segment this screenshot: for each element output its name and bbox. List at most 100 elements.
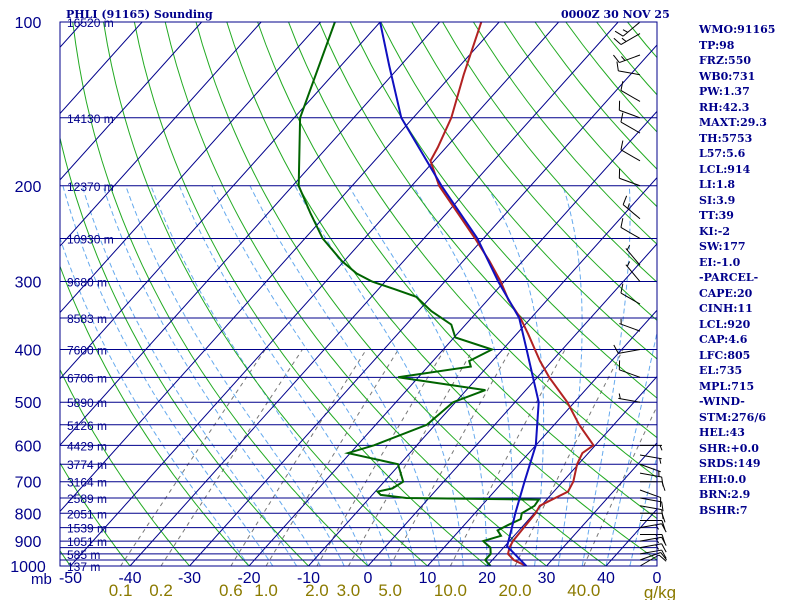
wind-barb-staff [618, 349, 641, 354]
wind-barb-staff [639, 536, 662, 542]
mixing-ratio-label: 3.0 [337, 581, 361, 600]
mixing-ratio-label: 10.0 [434, 581, 467, 600]
wind-barb-staff [620, 90, 641, 102]
moist-adiabat-line [629, 454, 657, 566]
pressure-label: 200 [15, 179, 42, 196]
mixing-ratio-line [583, 405, 657, 566]
moist-adiabat-line [412, 185, 513, 566]
pressure-label: 300 [15, 275, 42, 292]
height-label: 7600 m [67, 344, 107, 358]
index-item: FRZ:550 [699, 54, 752, 67]
wind-barb-flag [620, 140, 624, 150]
dry-adiabat-line [442, 22, 657, 283]
isotherm-line [189, 44, 657, 566]
mixing-ratio-line [120, 349, 266, 566]
wind-barb-half [659, 458, 662, 464]
wind-barb-staff [622, 21, 641, 37]
moist-adiabat-line [249, 185, 440, 566]
wind-barb-flag [620, 112, 624, 123]
wind-barb-half [621, 37, 627, 42]
wind-barb [625, 244, 641, 266]
isotherm-line [60, 22, 322, 314]
index-item: KI:-2 [699, 224, 730, 238]
stability-indices-panel: WMO:91165 TP:98 FRZ:550 WB0:731 PW:1.37 RH:42… [699, 22, 775, 518]
temperature-label: 0 [364, 570, 373, 587]
moist-adiabat-line [557, 185, 583, 566]
wind-barb-staff [639, 489, 661, 499]
wind-barb [613, 344, 641, 354]
temperature-label: -20 [237, 570, 260, 587]
index-item: STM:276/6 [699, 410, 766, 424]
wind-barb-staff [620, 121, 641, 134]
mixing-ratio-lines [120, 349, 657, 566]
moist-adiabat-line [581, 185, 631, 566]
mixing-ratio-line [449, 349, 566, 566]
dry-adiabat-line [164, 22, 548, 566]
dry-adiabat-line [195, 22, 607, 566]
height-label: 1051 m [67, 535, 107, 549]
height-label: 10930 m [67, 232, 114, 246]
isotherm-line [129, 22, 619, 566]
wind-barb-flag [613, 37, 622, 45]
mixing-units-label: g/kg [644, 583, 676, 600]
wind-barb-staff [619, 177, 641, 187]
wind-barb-half [621, 56, 626, 61]
wind-barb-staff [619, 54, 641, 64]
wind-barb [620, 140, 641, 162]
temperature-label: -40 [118, 570, 141, 587]
wind-barb-staff [639, 523, 662, 529]
wind-barb [620, 81, 641, 102]
index-item: LI:1.8 [699, 178, 736, 191]
wind-barb-flag [622, 195, 628, 205]
mixing-ratio-label: 1.0 [254, 581, 278, 600]
moist-adiabat-line [125, 185, 345, 566]
wind-barb-staff [625, 248, 641, 266]
isotherm-line [60, 22, 381, 380]
index-item: SHR:+0.0 [699, 441, 759, 455]
index-item: LCL:914 [699, 162, 751, 176]
dry-adiabat-line [60, 462, 131, 566]
pressure-label: 100 [15, 15, 42, 32]
height-label: 14130 m [67, 112, 114, 126]
index-item: WMO:91165 [699, 23, 776, 36]
isotherm-line [367, 243, 657, 566]
index-item: MAXT:29.3 [699, 116, 767, 129]
temperature-label: -50 [59, 570, 82, 587]
isotherm-line [248, 110, 657, 566]
dry-adiabat-line [133, 22, 488, 566]
moist-adiabat-line [102, 185, 321, 566]
index-item: BRN:2.9 [699, 488, 751, 501]
wind-barb [639, 554, 667, 567]
mixing-ratio-line [265, 349, 399, 566]
wind-barb-staff [639, 549, 662, 555]
pressure-label: 800 [15, 506, 42, 523]
index-item: EHI:0.0 [699, 472, 747, 486]
wind-barb-staff [639, 505, 662, 511]
height-label: 5890 m [67, 396, 107, 410]
height-label: 12370 m [67, 180, 114, 194]
height-label: 6706 m [67, 371, 107, 385]
isotherm-line [70, 22, 560, 566]
temperature-trace [429, 22, 595, 566]
height-label: 2051 m [67, 507, 107, 521]
index-item: EI:-1.0 [699, 255, 741, 269]
wind-barb-flag [616, 61, 619, 71]
wind-barb-flag [613, 54, 620, 63]
isotherm-line [60, 22, 441, 446]
index-item: TT:39 [699, 209, 734, 222]
dry-adiabat-line [257, 22, 657, 520]
wind-barb-staff [639, 463, 661, 473]
index-item: CAP:4.6 [699, 333, 748, 346]
index-item: SW:177 [699, 240, 746, 253]
pressure-label: 1000 [10, 559, 46, 576]
wind-barb-staff [618, 70, 641, 76]
pressure-label: 400 [15, 343, 42, 360]
dry-adiabat-line [72, 22, 369, 566]
wind-barb [618, 360, 641, 378]
isotherm-line [546, 442, 657, 566]
dry-adiabat-line [318, 22, 657, 439]
height-label: 137 m [67, 560, 100, 574]
wind-barb [625, 261, 641, 282]
index-item: EL:735 [699, 364, 743, 377]
wind-barb-flag [614, 30, 624, 37]
